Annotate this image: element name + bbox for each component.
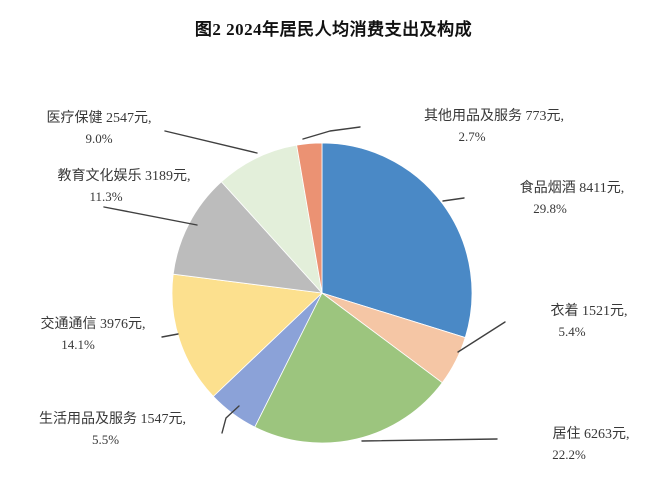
callout-percent: 11.3%: [89, 189, 123, 204]
callout-text: 教育文化娱乐 3189元,: [57, 169, 191, 184]
callout-label-household: 生活用品及服务 1547元, 5.5%: [22, 410, 203, 450]
callout-text: 居住 6263元,: [552, 427, 630, 442]
callout-label-other: 其他用品及服务 773元, 2.7%: [394, 107, 594, 147]
leader-line: [103, 206, 198, 226]
leader-line: [361, 438, 498, 442]
pie-slice-食品烟酒: [321, 142, 473, 339]
leader-line: [221, 405, 240, 434]
callout-text: 食品烟酒 8411元,: [519, 181, 625, 196]
leader-line: [457, 321, 506, 353]
callout-percent: 9.0%: [85, 131, 113, 146]
callout-text: 医疗保健 2547元,: [46, 111, 152, 126]
pie-slice-医疗保健: [220, 144, 323, 295]
callout-percent: 22.2%: [552, 447, 586, 462]
callout-percent: 2.7%: [458, 129, 486, 144]
callout-label-clothing: 衣着 1521元, 5.4%: [524, 302, 654, 342]
callout-text: 生活用品及服务 1547元,: [39, 412, 186, 427]
leader-line: [302, 126, 361, 140]
pie-slice-居住: [254, 292, 443, 444]
callout-text: 交通通信 3976元,: [40, 317, 146, 332]
chart-title: 图2 2024年居民人均消费支出及构成: [194, 20, 473, 39]
callout-label-healthcare: 医疗保健 2547元, 9.0%: [19, 109, 179, 149]
callout-percent: 5.5%: [91, 432, 120, 447]
callout-percent: 29.8%: [533, 201, 567, 216]
callout-text: 衣着 1521元,: [550, 304, 628, 319]
callout-text: 其他用品及服务 773元,: [424, 109, 564, 124]
leader-line: [161, 333, 179, 338]
pie-slice-交通通信: [171, 273, 323, 397]
callout-percent: 5.4%: [558, 324, 586, 339]
callout-percent: 14.1%: [61, 337, 95, 352]
pie-slice-其他用品及服务: [296, 142, 323, 294]
leader-line: [442, 197, 465, 202]
callout-label-education: 教育文化娱乐 3189元, 11.3%: [34, 167, 214, 207]
callout-label-food: 食品烟酒 8411元, 29.8%: [492, 179, 652, 219]
callout-label-housing: 居住 6263元, 22.2%: [526, 425, 656, 465]
callout-label-transport: 交通通信 3976元, 14.1%: [13, 315, 173, 355]
leader-line: [164, 130, 258, 154]
